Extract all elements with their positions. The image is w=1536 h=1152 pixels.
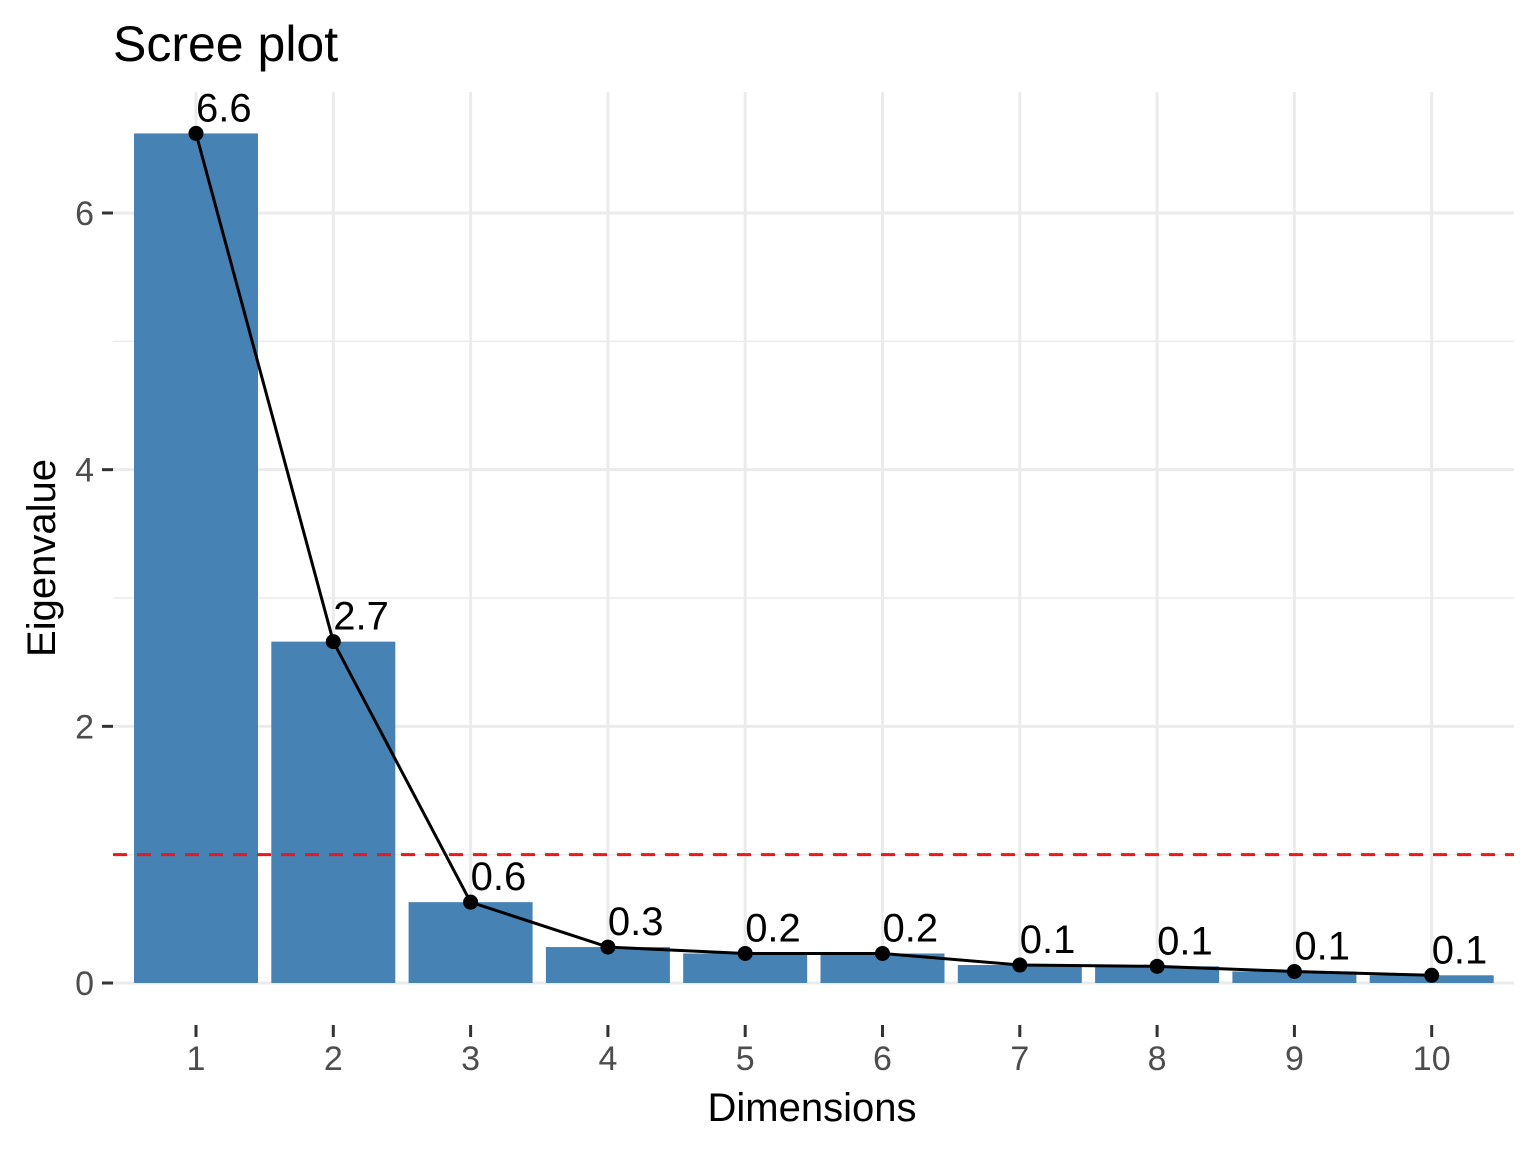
data-label-6: 0.2 [883,906,939,950]
point-6 [875,945,890,961]
x-tick-label: 9 [1285,1040,1304,1078]
data-label-10: 0.1 [1432,928,1488,972]
point-10 [1424,967,1440,983]
data-label-5: 0.2 [745,906,801,950]
bar-8 [1095,966,1220,983]
point-4 [600,939,616,955]
point-8 [1149,958,1165,974]
data-label-2: 2.7 [333,595,389,639]
bar-1 [134,133,258,983]
x-tick-label: 8 [1148,1040,1167,1078]
chart-title: Scree plot [113,16,339,72]
bar-2 [271,641,396,983]
data-label-layer: 6.6 2.7 0.6 0.3 0.2 0.2 0.1 0.1 0.1 0.1 [196,86,1487,972]
x-tick-label: 5 [736,1040,755,1078]
point-7 [1012,957,1028,973]
y-tick-label: 6 [75,195,94,233]
data-label-7: 0.1 [1020,918,1076,962]
x-tick-label: 1 [187,1040,206,1078]
point-2 [325,634,341,650]
data-label-3: 0.6 [471,855,527,899]
data-label-1: 6.6 [196,86,252,130]
line-layer [188,125,1440,983]
x-tick-label: 6 [873,1040,892,1078]
data-label-4: 0.3 [608,900,664,944]
y-tick-label: 4 [75,452,94,490]
x-tick-label: 3 [461,1040,480,1078]
y-tick-label: 0 [75,965,94,1003]
data-label-8: 0.1 [1157,919,1213,963]
point-9 [1286,963,1302,979]
point-5 [737,945,753,961]
eigenvalue-line [194,133,1432,977]
x-tick-label: 4 [598,1040,617,1078]
bar-3 [408,902,533,983]
x-tick-label: 7 [1010,1040,1029,1078]
x-tick-label: 10 [1413,1040,1451,1078]
y-axis-title: Eigenvalue [20,459,64,657]
x-tick-label: 2 [324,1040,343,1078]
data-label-9: 0.1 [1294,924,1350,968]
bar-layer [134,133,1494,983]
axis-layer: 0 2 4 6 1 2 3 4 5 6 7 8 9 10 [75,195,1451,1078]
y-tick-label: 2 [75,708,94,746]
bar-7 [957,965,1082,983]
x-axis-title: Dimensions [708,1086,917,1130]
point-1 [188,125,204,141]
point-3 [463,894,479,910]
